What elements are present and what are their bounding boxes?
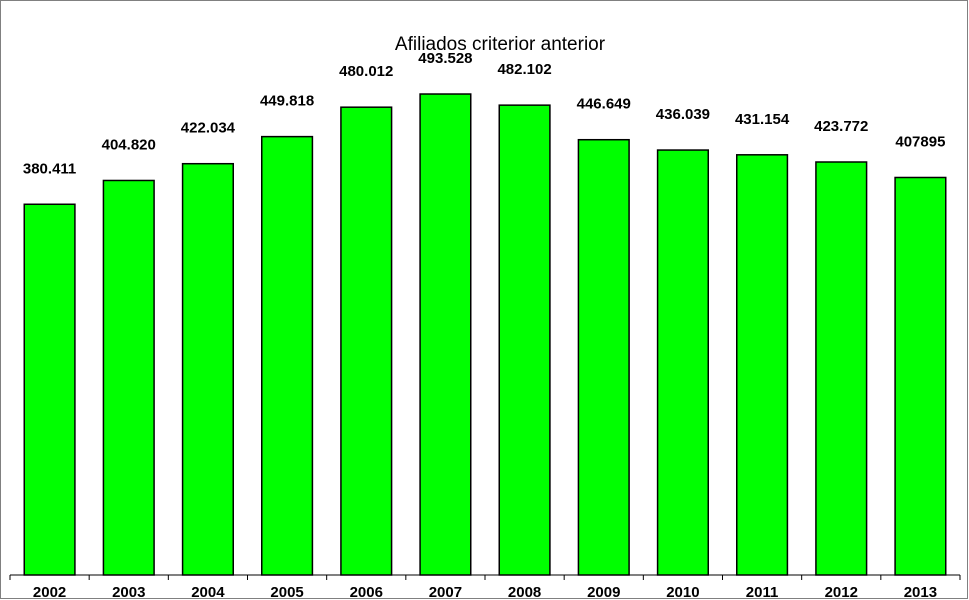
x-tick-labels-group: 2002 2003 2004 2005 2006 2007 2008 2009 2010 2011… [33,584,937,600]
bars-group [23,93,947,576]
x-tick-label-2007: 2007 [429,584,462,600]
data-label-2003: 404.820 [102,136,156,153]
data-label-2008: 482.102 [497,61,551,78]
data-label-2013: 407895 [895,133,945,150]
x-ticks-group [9,575,961,580]
x-tick-label-2005: 2005 [270,584,303,600]
x-tick-label-2011: 2011 [746,584,779,600]
data-labels-group: 380.411 404.820 422.034 449.818 480.012 493.5… [23,50,946,177]
x-tick-label-2013: 2013 [904,584,937,600]
data-label-2005: 449.818 [260,93,314,110]
x-tick-label-2002: 2002 [33,584,66,600]
data-label-2010: 436.039 [656,106,710,123]
bar-2007 [419,93,472,576]
x-tick-label-2003: 2003 [112,584,145,600]
x-tick-label-2010: 2010 [666,584,699,600]
x-tick-label-2009: 2009 [587,584,620,600]
bar-2011 [736,154,789,576]
data-label-2006: 480.012 [339,63,393,80]
bar-2009 [577,138,630,576]
data-label-2011: 431.154 [735,111,790,128]
chart-title: Afiliados criterior anterior [395,34,606,55]
bar-2008 [498,104,551,576]
data-label-2004: 422.034 [181,120,236,137]
data-label-2002: 380.411 [23,160,76,177]
bar-2003 [102,179,155,576]
bar-2004 [181,162,234,576]
x-tick-label-2006: 2006 [350,584,383,600]
bar-2005 [261,135,314,576]
data-label-2012: 423.772 [814,118,868,135]
data-label-2007: 493.528 [418,50,472,67]
bar-2013 [894,176,947,576]
x-tick-label-2012: 2012 [825,584,858,600]
x-tick-label-2004: 2004 [191,584,225,600]
bar-2002 [23,203,76,576]
data-label-2009: 446.649 [577,96,631,113]
x-tick-label-2008: 2008 [508,584,541,600]
bar-2012 [815,161,868,576]
bar-2006 [340,106,393,576]
bar-2010 [656,149,710,576]
